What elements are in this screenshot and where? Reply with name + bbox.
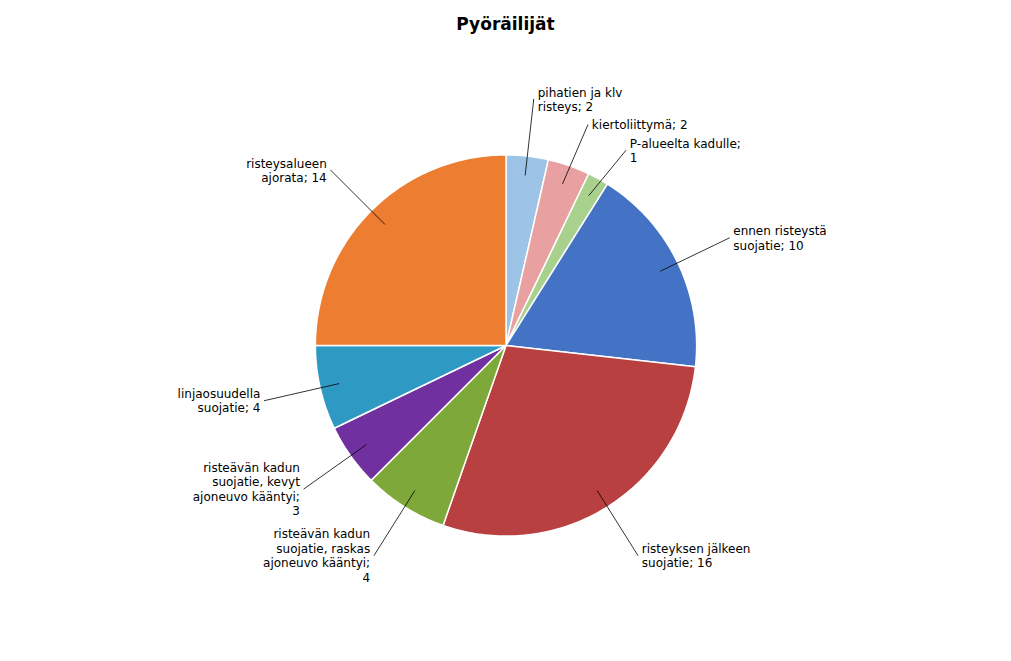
svg-text:P-alueelta kadulle;1: P-alueelta kadulle;1	[630, 137, 741, 165]
svg-text:risteävän kadunsuojatie, raska: risteävän kadunsuojatie, raskasajoneuvo …	[263, 527, 370, 584]
svg-text:ennen risteystäsuojatie; 10: ennen risteystäsuojatie; 10	[733, 224, 826, 252]
svg-text:pihatien ja klvristeys; 2: pihatien ja klvristeys; 2	[538, 86, 623, 114]
svg-text:linjaosuudellasuojatie; 4: linjaosuudellasuojatie; 4	[178, 387, 261, 415]
svg-text:risteysalueenajorata; 14: risteysalueenajorata; 14	[246, 157, 327, 185]
svg-text:kiertoliittymä; 2: kiertoliittymä; 2	[592, 118, 688, 132]
svg-text:risteävän kadunsuojatie, kevyt: risteävän kadunsuojatie, kevytajoneuvo k…	[193, 461, 300, 518]
html-text:Pyöräilijät: Pyöräilijät	[456, 14, 555, 34]
svg-text:risteyksen jälkeensuojatie; 16: risteyksen jälkeensuojatie; 16	[642, 542, 751, 570]
